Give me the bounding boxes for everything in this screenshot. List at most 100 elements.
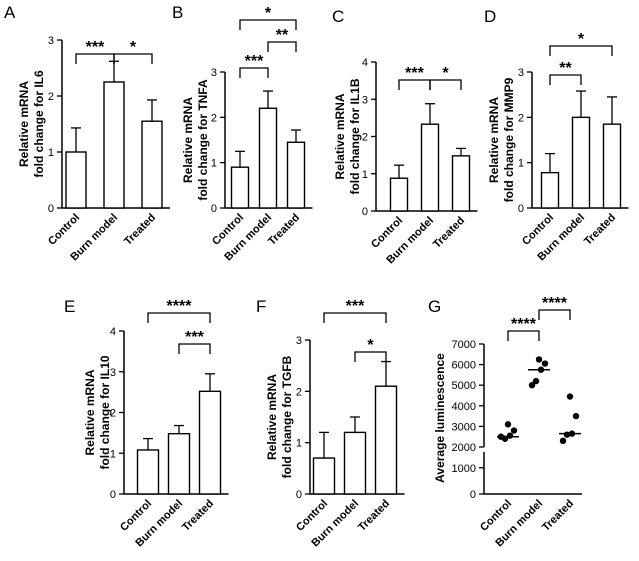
y-tick-label: 2000: [452, 442, 476, 454]
significance-label: *: [265, 5, 272, 22]
y-tick-label: 4000: [452, 401, 476, 413]
significance-bracket: [267, 41, 297, 52]
y-tick-label: 6000: [452, 360, 476, 372]
y-tick-label: 1: [211, 158, 217, 170]
significance-bracket: [239, 67, 269, 78]
panel-label-g: G: [428, 297, 441, 316]
bar-control: [312, 457, 336, 495]
significance-label: ***: [245, 53, 264, 70]
y-axis-title-line: fold change for TNFA: [196, 79, 210, 201]
x-category-label: Treated: [431, 215, 467, 251]
y-axis-title-line: Relative mRNA: [83, 369, 97, 455]
y-tick-label: 0: [211, 203, 217, 215]
data-point: [506, 432, 514, 439]
x-category-label: Treated: [540, 498, 576, 534]
data-point: [559, 437, 567, 445]
data-point: [535, 356, 543, 363]
y-tick-label: 1: [48, 147, 54, 159]
y-axis-title-line: Relative mRNA: [181, 97, 195, 183]
y-tick-label: 2: [211, 112, 217, 124]
y-tick-label: 2: [362, 132, 368, 144]
bar-treated: [286, 141, 306, 209]
bar-burn-model: [103, 81, 125, 209]
y-tick-label: 1000: [452, 463, 476, 475]
significance-bracket: [507, 330, 540, 341]
x-category-label: Treated: [180, 498, 216, 534]
y-axis-title-line: fold change for IL6: [32, 70, 46, 178]
y-axis-title-line: Relative mRNA: [17, 81, 31, 167]
bar-burn-model: [571, 116, 591, 209]
y-tick-label: 3: [296, 335, 302, 347]
y-tick-label: 4: [110, 326, 116, 338]
significance-label: *: [367, 337, 374, 354]
panel-label-a: A: [4, 3, 16, 22]
significance-label: *: [442, 65, 449, 82]
bar-treated: [451, 155, 471, 212]
y-tick-label: 3: [211, 67, 217, 79]
significance-label: ****: [511, 316, 537, 333]
y-tick-label: 2: [296, 386, 302, 398]
y-tick-label: 1: [296, 438, 302, 450]
bar-treated: [141, 120, 163, 209]
bar-control: [230, 166, 250, 209]
y-tick-label: 5000: [452, 380, 476, 392]
panel-label-e: E: [64, 297, 75, 316]
significance-label: ***: [346, 298, 365, 315]
panel-label-d: D: [484, 7, 496, 26]
y-tick-label: 0: [48, 203, 54, 215]
y-tick-label: 1: [518, 158, 524, 170]
panel-label-c: C: [332, 7, 344, 26]
y-tick-label: 3: [518, 67, 524, 79]
significance-bracket: [323, 312, 387, 323]
bar-treated: [198, 390, 222, 495]
x-category-label: Treated: [266, 212, 302, 248]
data-point: [528, 382, 536, 389]
bar-burn-model: [343, 431, 367, 495]
y-tick-label: 0: [296, 489, 302, 501]
bar-treated: [374, 385, 398, 495]
significance-bracket: [113, 53, 153, 64]
panel-label-b: B: [172, 3, 183, 22]
significance-bracket: [147, 312, 211, 323]
x-category-label: Treated: [122, 212, 158, 248]
y-tick-label: 3: [48, 35, 54, 47]
significance-label: ****: [167, 298, 193, 315]
significance-bracket: [429, 79, 462, 90]
y-tick-label: 2: [518, 112, 524, 124]
y-tick-label: 3: [362, 94, 368, 106]
y-tick-label: 0: [470, 489, 476, 501]
significance-label: *: [130, 39, 137, 56]
y-axis-title-line: fold change for IL1B: [348, 78, 362, 194]
y-axis-title-line: Relative mRNA: [487, 97, 501, 183]
x-category-label: Treated: [582, 212, 618, 248]
y-tick-label: 3: [110, 367, 116, 379]
bar-control: [65, 151, 87, 209]
significance-label: ****: [542, 295, 568, 312]
y-axis-title-line: fold change for IL10: [98, 355, 112, 469]
significance-label: ***: [185, 329, 204, 346]
y-tick-label: 2: [48, 91, 54, 103]
y-tick-label: 0: [518, 203, 524, 215]
y-tick-label: 3000: [452, 421, 476, 433]
significance-bracket: [549, 45, 613, 56]
y-axis-title-line: fold change for MMP9: [502, 77, 516, 202]
significance-bracket: [239, 19, 297, 30]
significance-label: **: [559, 60, 572, 77]
data-point: [510, 427, 518, 434]
y-axis-title-line: Relative mRNA: [265, 374, 279, 460]
bar-burn-model: [258, 107, 278, 209]
significance-label: *: [578, 31, 585, 48]
bar-control: [136, 449, 160, 495]
significance-bracket: [354, 351, 387, 362]
bar-control: [389, 177, 409, 212]
data-point: [572, 412, 580, 420]
y-tick-label: 4: [362, 57, 368, 69]
y-axis-title-line: fold change for TGFB: [280, 355, 294, 478]
bar-control: [540, 171, 560, 209]
y-tick-label: 2: [110, 408, 116, 420]
data-point: [566, 393, 574, 400]
significance-bracket: [178, 343, 211, 354]
significance-bracket: [538, 309, 571, 320]
data-point: [541, 360, 549, 367]
